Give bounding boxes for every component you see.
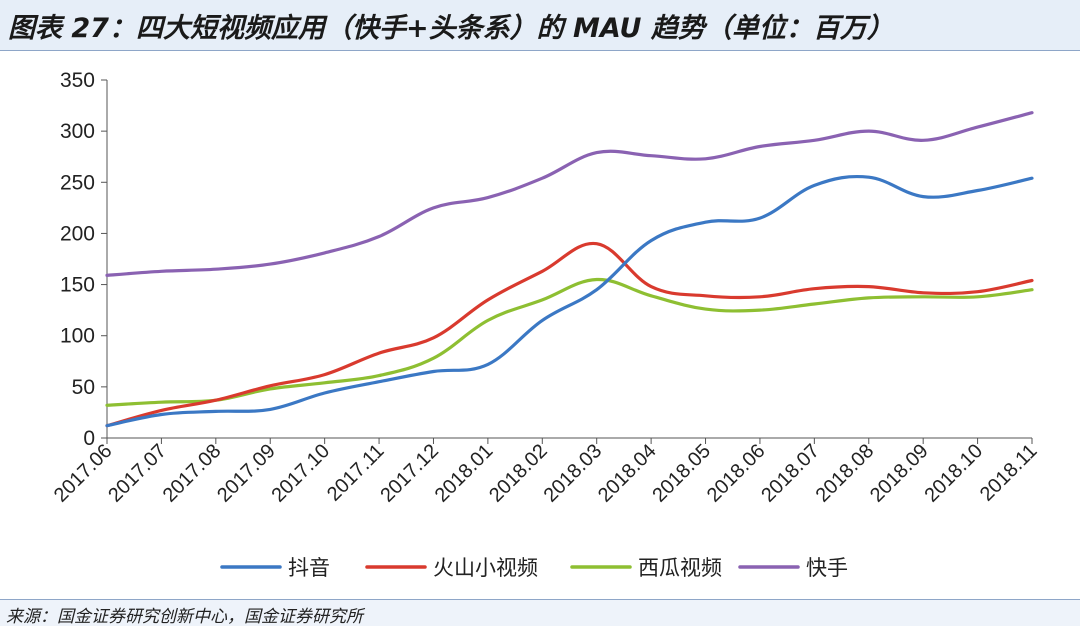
y-tick-label: 50 [72, 376, 95, 399]
legend-label: 西瓜视频 [638, 556, 722, 580]
y-tick-label: 300 [60, 120, 95, 143]
y-tick-label: 0 [83, 427, 95, 450]
series-line-2 [105, 241, 1034, 428]
x-tick-label: 2018.03 [540, 440, 607, 507]
x-tick-label: 2018.06 [703, 440, 770, 507]
legend-label: 火山小视频 [433, 556, 538, 580]
x-tick-label: 2018.10 [920, 440, 987, 507]
x-tick-label: 2018.05 [648, 440, 715, 507]
x-tick-label: 2017.07 [104, 440, 171, 507]
x-tick-label: 2017.10 [268, 440, 335, 507]
title-divider [0, 50, 1080, 51]
chart-title: 图表 27：四大短视频应用（快手+头条系）的 MAU 趋势（单位：百万） [8, 13, 894, 44]
y-tick-label: 100 [60, 325, 95, 348]
x-tick-label: 2018.01 [431, 440, 498, 507]
y-tick-label: 200 [60, 222, 95, 245]
series-line-4 [105, 111, 1034, 277]
x-tick-label: 2018.11 [976, 440, 1042, 506]
source-bar [0, 600, 1080, 626]
y-tick-label: 250 [60, 171, 95, 194]
legend-label: 抖音 [288, 556, 330, 580]
legend-label: 快手 [806, 556, 848, 580]
x-tick-label: 2017.09 [213, 440, 280, 507]
x-tick-label: 2018.09 [866, 440, 933, 507]
y-tick-label: 350 [60, 69, 95, 92]
x-tick-label: 2018.02 [485, 440, 552, 507]
x-tick-label: 2018.04 [594, 440, 661, 507]
x-tick-label: 2018.08 [812, 440, 879, 507]
source-note: 来源：国金证券研究创新中心，国金证券研究所 [6, 607, 363, 627]
y-tick-label: 150 [60, 274, 95, 297]
x-tick-label: 2017.12 [376, 440, 443, 507]
title-bar [0, 0, 1080, 50]
source-divider [0, 599, 1080, 600]
series-line-1 [105, 174, 1034, 428]
series-line-3 [105, 277, 1034, 407]
x-tick-label: 2017.08 [159, 440, 226, 507]
x-tick-label: 2017.11 [323, 440, 389, 506]
x-tick-label: 2018.07 [757, 440, 824, 507]
